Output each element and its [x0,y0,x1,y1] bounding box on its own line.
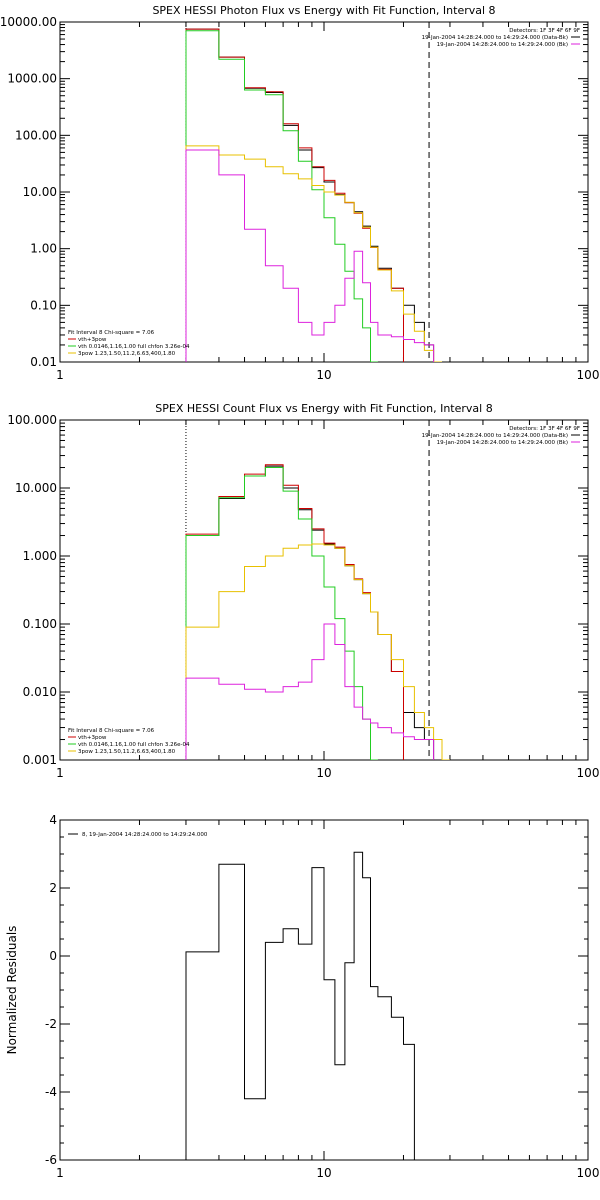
plot-frame [59,419,589,761]
y-tick-label: 100.00 [15,128,57,142]
chart-title: SPEX HESSI Count Flux vs Energy with Fit… [155,402,492,415]
y-tick-label: -4 [45,1085,57,1099]
plot-area [185,420,450,760]
y-tick-label: 0.10 [30,298,57,312]
x-tick-label: 10 [316,368,331,382]
x-tick-label: 100 [577,1166,600,1180]
x-ticks: 1 10 100 [56,820,599,1180]
x-tick-label: 100 [577,766,600,780]
legend-entry: vth+3pow [78,337,107,343]
legend-entry: 8, 19-Jan-2004 14:28:24.000 to 14:29:24.… [82,832,208,838]
x-ticks: 1 10 100 [56,420,599,780]
legend-entry: vth 0.0146,1.16,1.00 full chfon 3.26e-04 [78,344,190,350]
y-ticks: 0.01 0.10 1.00 10.00 100.00 1000.00 10000.00 [0,15,588,369]
legend: 8, 19-Jan-2004 14:28:24.000 to 14:29:24.… [68,832,208,838]
y-ticks: 0.001 0.010 0.100 1.000 10.000 100.000 [7,413,588,767]
x-tick-label: 100 [577,368,600,382]
y-tick-label: 4 [49,813,57,827]
legend-entry: Fit Interval 8 Chi-square = 7.06 [68,330,155,336]
series-bk [185,623,435,760]
series-bk [185,149,435,362]
y-tick-label: -2 [45,1017,57,1031]
y-tick-label: 0.001 [23,753,57,767]
x-tick-label: 10 [316,766,331,780]
y-tick-label: 0.010 [23,685,57,699]
y-axis-label: Normalized Residuals [5,926,19,1055]
plot-area [185,22,442,362]
panel-1: SPEX HESSI Photon Flux vs Energy with Fi… [0,4,599,382]
y-tick-label: 10.000 [15,481,57,495]
plot-area [185,851,415,1160]
chart-title: SPEX HESSI Photon Flux vs Energy with Fi… [152,4,495,17]
y-tick-label: 10000.00 [0,15,57,29]
x-tick-label: 10 [316,1166,331,1180]
info-line: 19-Jan-2004 14:28:24.000 to 14:29:24.000… [437,42,568,48]
series-vth [185,467,378,760]
info-line: 19-Jan-2004 14:28:24.000 to 14:29:24.000… [437,440,568,446]
legend-entry: vth+3pow [78,735,107,741]
x-ticks: 1 10 100 [56,22,599,382]
series-residuals [185,851,415,1160]
legend: Fit Interval 8 Chi-square = 7.06vth+3pow… [68,330,190,357]
legend-entry: Fit Interval 8 Chi-square = 7.06 [68,728,155,734]
legend-entry: vth 0.0146,1.16,1.00 full chfon 3.26e-04 [78,742,190,748]
x-tick-label: 1 [56,766,64,780]
panel-3: Normalized Residuals 1 10 100 -6 -4 -2 0 2 4 8, 19… [5,813,599,1180]
info-line: 19-Jan-2004 14:28:24.000 to 14:29:24.000… [422,433,568,439]
panel-2: SPEX HESSI Count Flux vs Energy with Fit… [7,402,599,780]
y-tick-label: 1000.00 [7,72,57,86]
y-tick-label: 2 [49,881,57,895]
legend-entry: 3pow 1.23,1.50,11.2,6.63,400,1.80 [78,749,176,755]
x-tick-label: 1 [56,1166,64,1180]
y-tick-label: 0 [49,949,57,963]
series-vth [185,30,378,362]
y-tick-label: 100.000 [7,413,57,427]
y-tick-label: -6 [45,1153,57,1167]
legend-entry: 3pow 1.23,1.50,11.2,6.63,400,1.80 [78,351,176,357]
y-tick-label: 0.01 [30,355,57,369]
series-data-bk [185,465,435,760]
y-tick-label: 10.00 [23,185,57,199]
info-line: 19-Jan-2004 14:28:24.000 to 14:29:24.000… [422,35,568,41]
series-3pow [185,145,442,362]
y-tick-label: 1.00 [30,242,57,256]
info-line: Detectors: 1F 3F 4F 6F 9F [509,28,580,34]
series-data-bk [185,28,435,362]
series-3pow [185,543,450,760]
y-tick-label: 1.000 [23,549,57,563]
x-tick-label: 1 [56,368,64,382]
y-ticks: -6 -4 -2 0 2 4 [45,813,588,1167]
y-tick-label: 0.100 [23,617,57,631]
legend: Fit Interval 8 Chi-square = 7.06vth+3pow… [68,728,190,755]
info-line: Detectors: 1F 3F 4F 6F 9F [509,426,580,432]
